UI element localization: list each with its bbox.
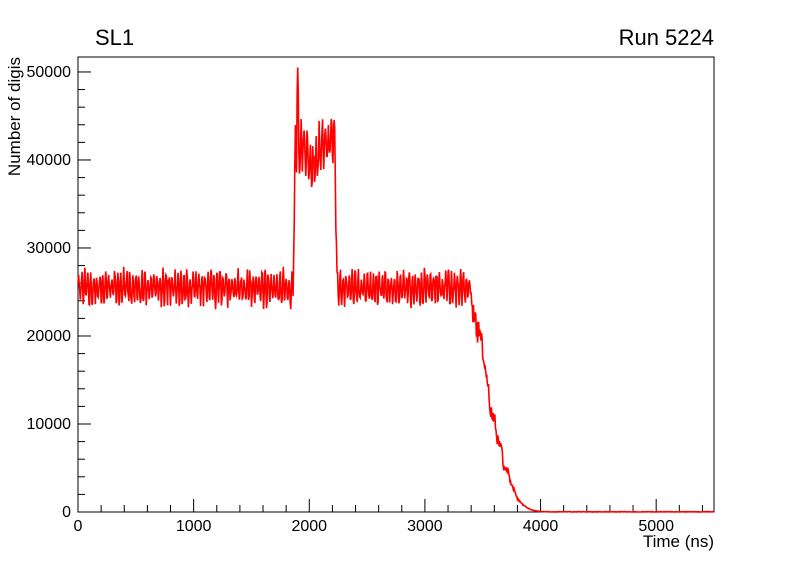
histogram-line <box>77 67 715 513</box>
x-tick-label: 4000 <box>523 518 559 535</box>
y-tick-label: 10000 <box>27 416 72 433</box>
x-axis-title: Time (ns) <box>643 532 714 551</box>
y-tick-label: 50000 <box>27 64 72 81</box>
pad-title-left: SL1 <box>95 25 134 50</box>
y-tick-label: 30000 <box>27 240 72 257</box>
plot-area: 0 1000 2000 3000 4000 50000100002000030000400… <box>27 56 715 535</box>
y-axis-title: Number of digis <box>5 57 24 176</box>
y-tick-label: 0 <box>62 504 71 521</box>
x-tick-label: 0 <box>74 518 83 535</box>
pad-title-right: Run 5224 <box>619 25 714 50</box>
x-tick-label: 1000 <box>176 518 212 535</box>
x-tick-label: 3000 <box>407 518 443 535</box>
x-tick-label: 2000 <box>291 518 327 535</box>
plot-frame <box>77 56 715 513</box>
x-tick-label: 5000 <box>638 518 674 535</box>
y-tick-label: 40000 <box>27 152 72 169</box>
y-tick-label: 20000 <box>27 328 72 345</box>
